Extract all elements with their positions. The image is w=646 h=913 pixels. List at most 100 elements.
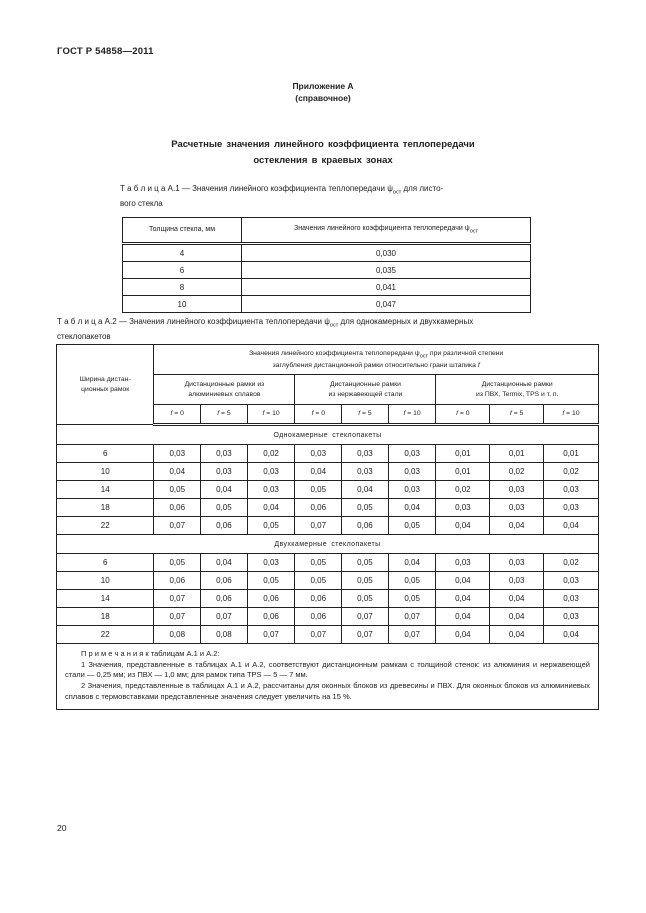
header-text: = 10 — [264, 410, 280, 418]
data-cell: 0,02 — [489, 462, 545, 481]
header-text: из нержавеющей стали — [328, 390, 403, 398]
data-cell: 0,03 — [387, 444, 437, 463]
caption-text: вого стекла — [120, 198, 163, 208]
header-text: Значения линейного коэффициента теплопер… — [293, 225, 465, 233]
column-header-f5: f = 5 — [489, 404, 545, 426]
data-cell: 0,01 — [543, 444, 599, 463]
table-row: 6 0,035 — [122, 261, 531, 279]
caption-text: Т а б л и ц а А.2 — Значения линейного к… — [57, 317, 325, 326]
data-cell: 0,05 — [246, 516, 296, 535]
data-cell: 0,03 — [341, 462, 389, 481]
page-number: 20 — [57, 823, 67, 833]
document-code: ГОСТ Р 54858—2011 — [57, 46, 154, 57]
table-a2-header-row-2: Дистанционные рамки из алюминиевых сплаво… — [57, 374, 599, 405]
data-cell: 0,04 — [200, 480, 248, 499]
data-cell: 0,06 — [200, 516, 248, 535]
header-text: = 5 — [360, 410, 372, 418]
data-cell: 0,08 — [200, 625, 248, 644]
data-cell: 0,03 — [489, 498, 545, 517]
header-text: = 5 — [219, 410, 231, 418]
data-cell: 0,03 — [341, 444, 389, 463]
data-cell: 0,03 — [246, 462, 296, 481]
data-cell: 0,06 — [294, 607, 343, 626]
psi-subscript: ост — [419, 353, 429, 360]
header-text: = 0 — [313, 410, 325, 418]
table-a2-header-row-1: Ширина дистан-ционных рамок Значения лин… — [55, 344, 599, 425]
page-title-line2: остекления в краевых зонах — [253, 155, 393, 167]
row-header-cell: 18 — [55, 498, 155, 517]
data-cell: 0,07 — [387, 607, 437, 626]
caption-text: стеклопакетов — [57, 331, 111, 341]
data-cell: 0,04 — [341, 480, 389, 499]
column-header-frame-width: Ширина дистан-ционных рамок — [55, 344, 155, 425]
data-cell: 0,05 — [341, 571, 389, 590]
table-row: 18 0,07 0,07 0,06 0,06 0,07 0,07 0,04 0,04 0,03 — [55, 607, 599, 626]
data-cell: 0,07 — [246, 625, 296, 644]
data-cell: 0,07 — [341, 607, 389, 626]
data-cell: 0,06 — [200, 589, 248, 608]
header-text: Дистанционные рамки — [481, 381, 553, 389]
column-header-f10: f = 10 — [246, 404, 296, 426]
data-cell: 0,06 — [246, 607, 296, 626]
data-cell: 0,03 — [489, 553, 545, 572]
column-header-f5: f = 5 — [341, 404, 389, 426]
row-header-cell: 14 — [55, 480, 155, 499]
table-row: 10 0,047 — [122, 295, 531, 313]
notes-heading: П р и м е ч а н и я к таблицам А.1 и А.2… — [81, 649, 220, 658]
row-header-cell: 14 — [55, 589, 155, 608]
data-cell: 0,05 — [341, 498, 389, 517]
psi-symbol: ψ — [414, 350, 420, 358]
data-cell: 0,04 — [543, 516, 599, 535]
column-header-f10: f = 10 — [387, 404, 437, 426]
psi-symbol: ψ — [387, 184, 393, 193]
f-symbol: f — [403, 410, 406, 418]
data-cell: 0,04 — [387, 498, 437, 517]
column-header-f10: f = 10 — [543, 404, 599, 426]
data-cell: 0,05 — [294, 571, 343, 590]
data-cell: 0,05 — [387, 571, 437, 590]
section-title-row: Двухкамерные стеклопакеты — [56, 534, 599, 554]
psi-symbol: ψ — [464, 225, 470, 233]
data-cell: 0,06 — [246, 589, 296, 608]
data-cell: 0,03 — [435, 498, 491, 517]
data-cell: 0,04 — [543, 625, 599, 644]
row-header-cell: 10 — [55, 571, 155, 590]
data-cell: 0,03 — [246, 553, 296, 572]
data-cell: 0,05 — [294, 553, 343, 572]
row-header-cell: 6 — [55, 553, 155, 572]
data-cell: 0,035 — [241, 261, 531, 279]
header-text: Дистанционные рамки из — [184, 381, 265, 389]
column-header-f5: f = 5 — [200, 404, 248, 426]
column-header-f0: f = 0 — [435, 404, 491, 426]
f-symbol: f — [262, 410, 265, 418]
f-symbol: f — [217, 410, 220, 418]
header-text: = 0 — [458, 410, 470, 418]
f-symbol: f — [562, 410, 565, 418]
table-a2-section-single: Однокамерные стеклопакеты 6 0,03 0,03 0,02 0… — [55, 424, 599, 535]
data-cell: 0,03 — [435, 553, 491, 572]
header-text: = 10 — [564, 410, 580, 418]
data-cell: 0,05 — [153, 553, 202, 572]
column-header-pvc: Дистанционные рамки из ПВХ, Termix, TPS и… — [435, 374, 599, 405]
data-cell: 0,02 — [543, 462, 599, 481]
row-header-cell: 22 — [55, 516, 155, 535]
data-cell: 0,041 — [241, 278, 531, 296]
table-a2-header-row-3: f = 0 f = 5 f = 10 f = 0 f = 5 f = 10 f … — [57, 404, 599, 426]
data-cell: 0,03 — [153, 444, 202, 463]
column-header-steel: Дистанционные рамки из нержавеющей стали — [294, 374, 437, 405]
page-title: Расчетные значения линейного коэффициент… — [0, 137, 646, 169]
header-text: при различной степени — [428, 350, 504, 358]
data-cell: 0,05 — [153, 480, 202, 499]
annex-subtitle: (справочное) — [295, 93, 351, 104]
data-cell: 0,04 — [489, 607, 545, 626]
data-cell: 0,04 — [489, 589, 545, 608]
data-cell: 0,01 — [489, 444, 545, 463]
data-cell: 0,03 — [489, 480, 545, 499]
row-header-cell: 6 — [55, 444, 155, 463]
data-cell: 0,06 — [294, 589, 343, 608]
section-title: Двухкамерные стеклопакеты — [56, 534, 599, 554]
data-cell: 0,03 — [387, 480, 437, 499]
data-cell: 0,04 — [489, 516, 545, 535]
data-cell: 0,05 — [341, 589, 389, 608]
caption-text: для листо- — [401, 184, 444, 193]
